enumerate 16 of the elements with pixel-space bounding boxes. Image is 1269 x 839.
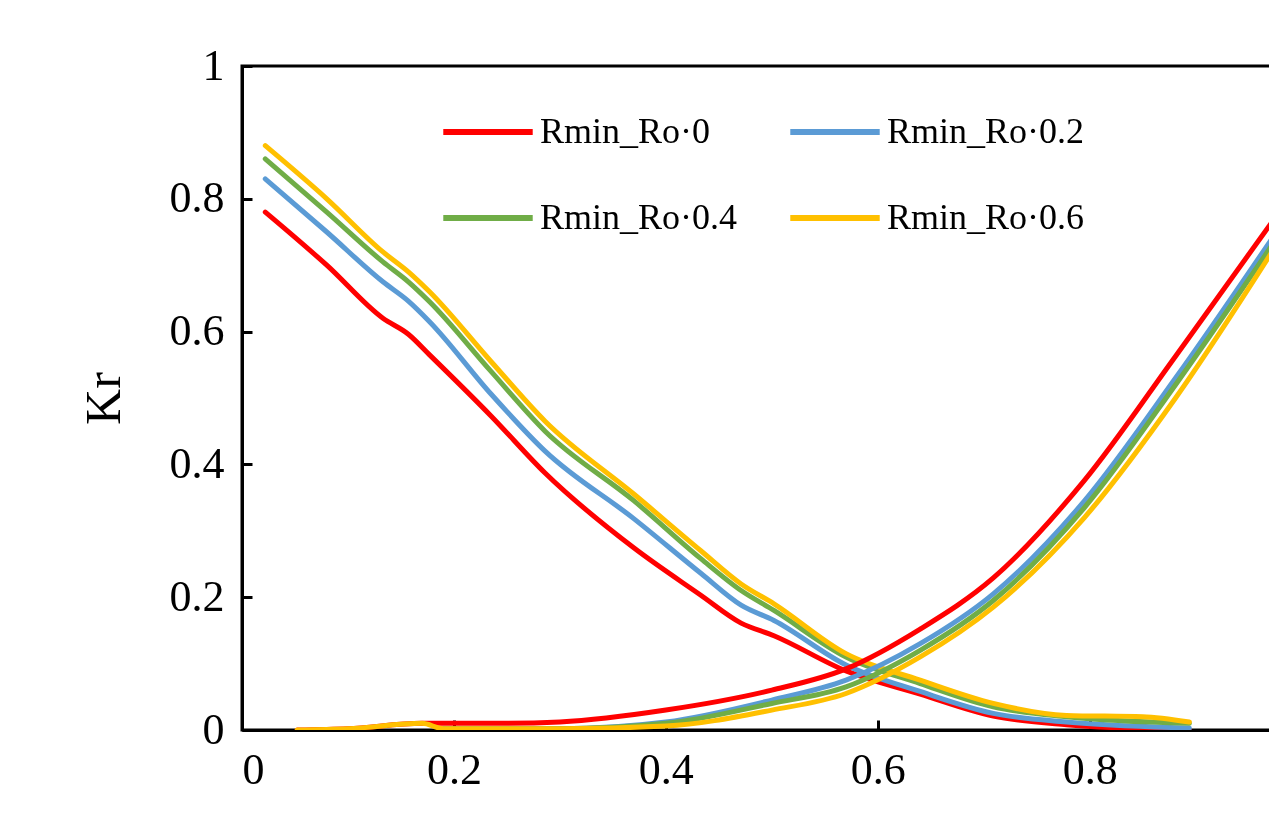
y-tick-label: 0.6 (169, 306, 225, 356)
legend-label: Rmin_Ro·0.4 (540, 197, 738, 237)
legend-label: Rmin_Ro·0.6 (887, 197, 1085, 237)
x-tick-label: 0.6 (850, 744, 906, 794)
y-axis-title: Kr (74, 371, 131, 425)
x-tick-label: 0 (242, 744, 265, 794)
y-tick-label: 0 (202, 704, 225, 754)
x-tick-label: 0.8 (1062, 744, 1118, 794)
y-tick-label: 0.8 (169, 173, 225, 223)
legend-label: Rmin_Ro·0.2 (887, 111, 1085, 151)
y-tick-label: 0.2 (169, 571, 225, 621)
y-tick-label: 1 (202, 40, 225, 90)
y-tick-label: 0.4 (169, 438, 225, 488)
legend-label: Rmin_Ro·0 (540, 111, 711, 151)
x-tick-label: 0.2 (426, 744, 482, 794)
x-tick-label: 0.4 (638, 744, 694, 794)
